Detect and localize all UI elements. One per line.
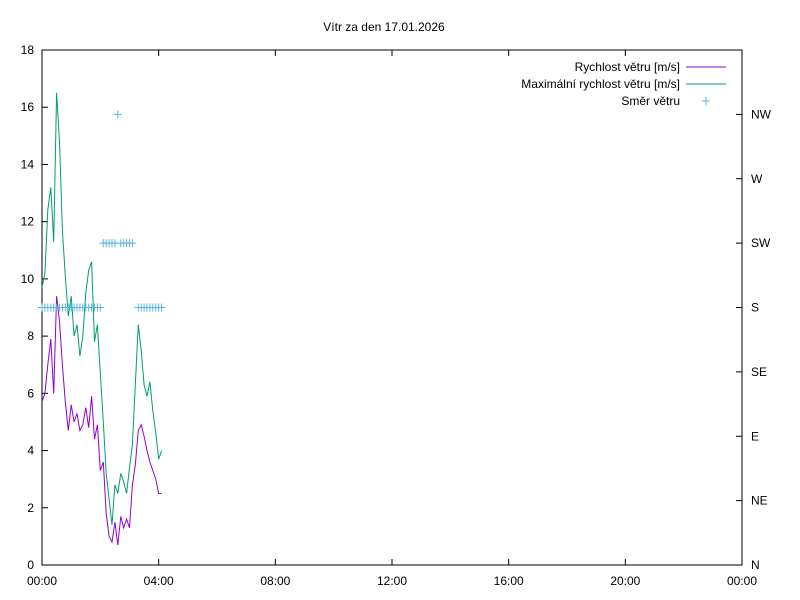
y-tick-label: 10 xyxy=(21,272,35,286)
legend: Rychlost větru [m/s] Maximální rychlost … xyxy=(521,60,726,108)
x-tick-label: 20:00 xyxy=(610,574,640,588)
x-tick-label: 08:00 xyxy=(260,574,290,588)
series-line-max-speed xyxy=(41,92,163,525)
y-tick-label: 12 xyxy=(21,215,35,229)
y2-tick-label: NW xyxy=(751,107,772,121)
y2-tick-label: N xyxy=(751,558,760,572)
series-layer xyxy=(38,92,166,546)
y-tick-label: 14 xyxy=(21,157,35,171)
direction-point xyxy=(157,303,166,312)
legend-label-max-speed: Maximální rychlost větru [m/s] xyxy=(521,77,680,91)
x-tick-label: 12:00 xyxy=(377,574,407,588)
x-tick-label: 00:00 xyxy=(727,574,757,588)
series-line-speed xyxy=(41,296,162,546)
y-tick-label: 16 xyxy=(21,100,35,114)
y-tick-label: 18 xyxy=(21,43,35,57)
direction-point xyxy=(96,303,105,312)
y-axis-right: N NE E SE S SW W NW xyxy=(736,107,772,572)
direction-point xyxy=(128,239,137,248)
direction-point xyxy=(113,110,122,119)
chart-title: Vítr za den 17.01.2026 xyxy=(323,20,445,34)
y2-tick-label: W xyxy=(751,172,763,186)
legend-label-direction: Směr větru xyxy=(621,94,680,108)
y-tick-label: 4 xyxy=(27,444,34,458)
y2-tick-label: S xyxy=(751,301,759,315)
legend-swatch-direction xyxy=(702,97,710,105)
y-axis-left: 0 2 4 6 8 10 12 14 16 18 xyxy=(21,43,48,572)
y-tick-label: 8 xyxy=(27,329,34,343)
x-tick-label: 00:00 xyxy=(27,574,57,588)
x-axis: 00:00 04:00 08:00 12:00 16:00 20:00 00:00 xyxy=(27,50,757,588)
y2-tick-label: SE xyxy=(751,365,767,379)
y-tick-label: 0 xyxy=(27,558,34,572)
y-tick-label: 6 xyxy=(27,386,34,400)
y2-tick-label: SW xyxy=(751,236,771,250)
x-tick-label: 16:00 xyxy=(494,574,524,588)
legend-label-speed: Rychlost větru [m/s] xyxy=(575,60,680,74)
y2-tick-label: NE xyxy=(751,494,768,508)
x-tick-label: 04:00 xyxy=(144,574,174,588)
y2-tick-label: E xyxy=(751,429,759,443)
y-tick-label: 2 xyxy=(27,501,34,515)
